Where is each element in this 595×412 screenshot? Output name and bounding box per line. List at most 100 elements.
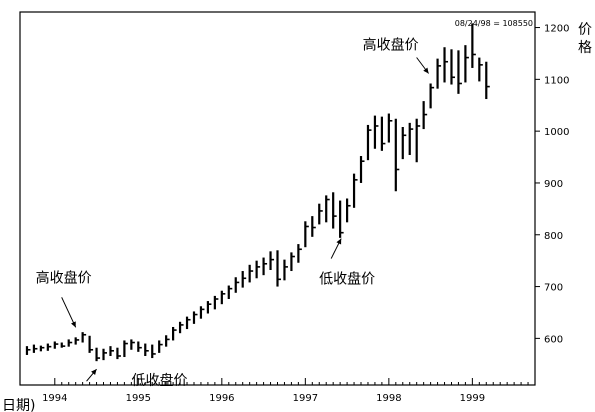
price-bar <box>283 259 288 281</box>
price-bars <box>25 23 490 362</box>
price-bar <box>178 321 184 334</box>
price-bar <box>339 200 344 238</box>
price-bar <box>485 61 490 100</box>
price-bar <box>234 277 240 293</box>
price-bar <box>457 50 462 94</box>
x-tick-label: 1998 <box>376 393 401 404</box>
price-bar <box>123 340 128 358</box>
y-tick-label: 600 <box>544 334 563 345</box>
y-tick-label: 1000 <box>544 127 569 138</box>
price-bar <box>311 216 316 237</box>
annotation-arrowhead <box>336 238 342 245</box>
price-bar <box>359 156 365 183</box>
price-bar <box>332 192 337 229</box>
price-bar <box>46 343 52 351</box>
price-bar <box>325 195 330 223</box>
annotation-low-close-1997: 低收盘价 <box>319 238 375 288</box>
price-bar <box>429 83 435 109</box>
price-bar <box>39 345 45 352</box>
y-tick-label: 700 <box>544 283 563 294</box>
price-bar <box>192 311 198 324</box>
price-bar <box>478 57 483 82</box>
price-bar <box>130 339 135 350</box>
price-bar <box>318 203 323 225</box>
price-bar <box>415 118 421 163</box>
price-bar <box>387 113 393 143</box>
x-axis-label: 日期) <box>2 398 35 412</box>
price-bar <box>158 340 163 353</box>
price-bar <box>109 346 114 356</box>
y-axis-unit-label: 价格 <box>578 22 592 56</box>
price-bar <box>380 116 386 151</box>
price-bar <box>436 58 442 89</box>
price-bar <box>81 332 87 343</box>
x-tick-label: 1999 <box>460 393 485 404</box>
price-bar <box>116 347 121 360</box>
price-bar <box>248 264 254 283</box>
price-bar <box>88 335 94 353</box>
price-bar <box>394 118 400 192</box>
price-bar <box>450 49 455 85</box>
price-bar <box>255 260 261 279</box>
annotation-text: 高收盘价 <box>36 269 92 286</box>
annotation-high-close-1994: 高收盘价 <box>36 269 92 328</box>
annotation-text: 低收盘价 <box>132 372 188 389</box>
annotation-arrowhead <box>423 67 429 74</box>
y-tick-label: 1100 <box>544 75 569 86</box>
price-bar <box>74 337 80 345</box>
price-bar <box>32 344 38 353</box>
x-tick-label: 1997 <box>293 393 318 404</box>
price-bar <box>401 127 407 160</box>
price-bar <box>60 342 66 348</box>
price-bar <box>276 250 281 287</box>
price-bar <box>53 341 59 349</box>
header-label: 08/24/98 = 108550 <box>455 19 533 28</box>
price-bar <box>262 257 268 276</box>
annotation-low-close-1994: 低收盘价 <box>86 368 188 389</box>
price-bar <box>172 326 177 341</box>
y-axis: 600 700 800 900 1000 1100 1200 <box>535 24 569 345</box>
y-axis-label: 价格 <box>578 22 592 56</box>
price-bar <box>443 47 449 83</box>
price-bar <box>144 343 149 356</box>
annotation-arrowhead <box>71 321 76 328</box>
price-bar <box>213 295 219 310</box>
x-tick-label: 1996 <box>209 393 234 404</box>
price-bar <box>297 244 302 263</box>
price-bar <box>345 198 351 223</box>
annotation-text: 低收盘价 <box>319 271 375 288</box>
price-bar <box>352 173 358 208</box>
x-tick-label: 1995 <box>126 393 151 404</box>
y-tick-label: 900 <box>544 179 563 190</box>
price-bar <box>199 306 205 319</box>
price-bar <box>408 122 414 155</box>
annotation-high-close-1997: 高收盘价 <box>363 36 430 74</box>
y-tick-label: 800 <box>544 231 563 242</box>
price-bar <box>269 251 275 270</box>
price-bar <box>422 101 428 130</box>
price-bar <box>206 301 212 314</box>
price-bar <box>366 124 372 161</box>
price-bar <box>241 271 247 288</box>
price-bar <box>471 23 476 68</box>
price-bar <box>304 221 309 248</box>
price-bar <box>67 339 73 347</box>
annotation-text: 高收盘价 <box>363 36 419 53</box>
price-bar <box>464 45 469 83</box>
price-bar <box>102 348 108 361</box>
price-bar <box>151 344 156 359</box>
price-bar <box>185 316 191 330</box>
y-tick-label: 1200 <box>544 24 569 35</box>
price-bar <box>25 346 31 355</box>
price-bar <box>373 115 379 149</box>
x-axis: 1994 1995 1996 1997 1998 1999 <box>42 378 536 404</box>
price-bar <box>165 335 170 347</box>
price-bar <box>227 285 233 300</box>
price-bar <box>290 252 295 272</box>
price-bar <box>137 341 142 352</box>
annotation-arrowhead <box>91 369 97 375</box>
price-bar <box>220 290 226 305</box>
price-bar <box>95 347 101 362</box>
